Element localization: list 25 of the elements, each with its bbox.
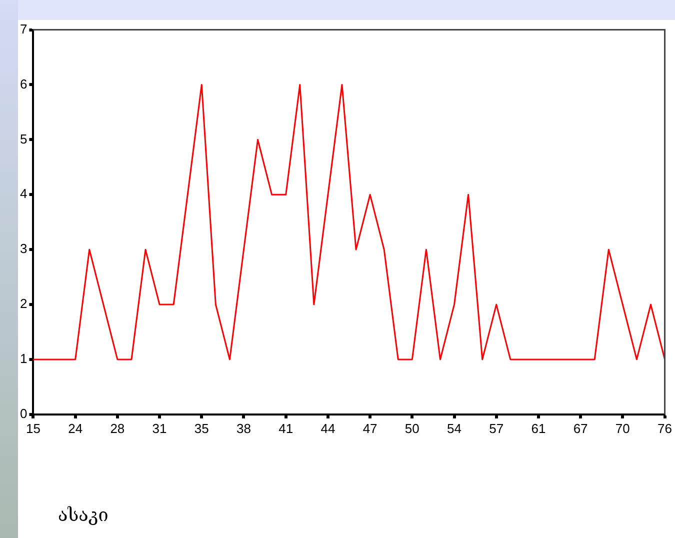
x-tick-label: 44 [320, 420, 336, 436]
x-tick-label: 50 [404, 420, 420, 436]
y-tick-label: 1 [20, 351, 28, 366]
y-tick-label: 6 [20, 76, 28, 92]
y-tick-label: 4 [20, 186, 28, 202]
x-tick-label: 57 [489, 420, 504, 436]
x-tick-label: 31 [152, 420, 167, 436]
x-axis-title: ასაკი [58, 505, 108, 526]
y-tick-label: 3 [20, 241, 28, 256]
x-tick-label: 70 [615, 420, 630, 436]
y-tick-label: 0 [20, 406, 28, 421]
x-tick-label: 24 [68, 420, 83, 436]
x-tick-label: 41 [278, 420, 294, 436]
y-tick-label: 7 [20, 21, 28, 36]
x-tick-label: 67 [573, 420, 588, 436]
x-tick-label: 61 [531, 420, 546, 436]
x-tick-label: 28 [110, 420, 125, 436]
y-tick-label: 2 [20, 296, 28, 312]
x-tick-label: 54 [447, 420, 462, 436]
x-tick-label: 47 [362, 420, 378, 436]
y-tick-label: 5 [20, 131, 28, 146]
x-tick-label: 15 [26, 420, 40, 436]
x-tick-label: 76 [658, 420, 672, 436]
x-tick-label: 35 [194, 420, 209, 436]
x-tick-label: 38 [236, 420, 251, 436]
